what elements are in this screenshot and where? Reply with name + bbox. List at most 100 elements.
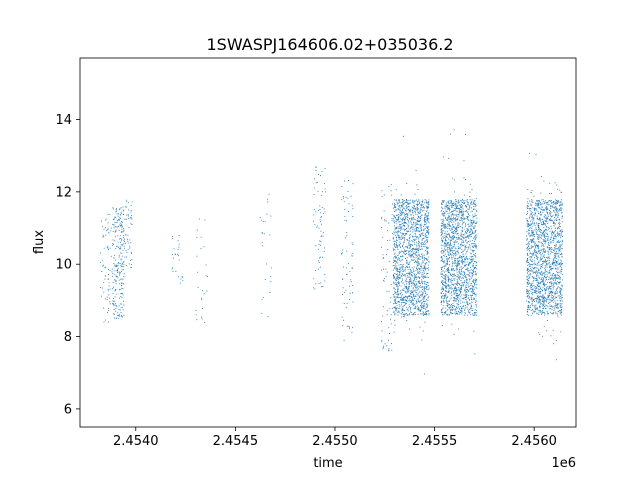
data-point bbox=[559, 289, 561, 291]
data-point bbox=[447, 269, 449, 271]
data-point bbox=[416, 236, 418, 238]
data-point bbox=[417, 276, 419, 278]
data-point bbox=[559, 248, 561, 250]
data-point bbox=[426, 216, 427, 218]
data-point bbox=[399, 251, 401, 253]
data-point bbox=[403, 203, 405, 205]
data-point bbox=[120, 307, 122, 309]
data-point bbox=[172, 236, 173, 238]
data-point bbox=[538, 276, 540, 278]
data-point bbox=[559, 223, 561, 225]
data-point bbox=[457, 237, 459, 239]
data-point bbox=[443, 224, 445, 226]
data-point bbox=[471, 188, 473, 190]
data-point bbox=[553, 225, 555, 227]
data-point bbox=[425, 219, 427, 221]
data-point bbox=[455, 298, 457, 299]
data-point bbox=[393, 250, 395, 251]
data-point bbox=[419, 225, 421, 227]
data-point bbox=[458, 224, 460, 226]
data-point bbox=[415, 251, 417, 253]
data-point bbox=[422, 292, 424, 294]
data-point bbox=[426, 259, 428, 261]
data-point bbox=[457, 217, 459, 219]
data-point bbox=[113, 308, 115, 310]
data-point bbox=[108, 249, 109, 250]
data-point bbox=[532, 264, 534, 266]
data-point bbox=[542, 272, 544, 274]
data-point bbox=[107, 214, 109, 215]
data-point bbox=[455, 200, 457, 202]
data-point bbox=[548, 251, 550, 253]
data-point bbox=[399, 277, 401, 279]
data-point bbox=[469, 270, 471, 272]
data-point bbox=[117, 263, 119, 264]
data-point bbox=[442, 295, 444, 297]
data-point bbox=[466, 279, 468, 281]
data-point bbox=[426, 218, 428, 220]
data-point bbox=[321, 171, 323, 172]
data-point bbox=[446, 304, 448, 306]
data-point bbox=[458, 260, 460, 262]
data-point bbox=[117, 247, 119, 248]
data-point bbox=[538, 230, 540, 232]
data-point bbox=[400, 285, 402, 287]
data-point bbox=[127, 238, 128, 240]
data-point bbox=[396, 230, 398, 232]
data-point bbox=[347, 325, 349, 327]
data-point bbox=[267, 315, 269, 317]
data-point bbox=[467, 290, 469, 292]
data-point bbox=[555, 206, 557, 208]
data-point bbox=[539, 250, 541, 252]
data-point bbox=[474, 283, 475, 285]
data-point bbox=[455, 199, 457, 201]
data-point bbox=[561, 289, 563, 291]
data-point bbox=[425, 314, 427, 316]
data-point bbox=[443, 219, 445, 221]
data-point bbox=[447, 275, 449, 277]
data-point bbox=[529, 308, 531, 310]
data-point bbox=[452, 235, 454, 237]
data-point bbox=[473, 220, 475, 222]
data-point bbox=[459, 298, 461, 300]
data-point bbox=[405, 297, 407, 299]
data-point bbox=[442, 232, 443, 234]
data-point bbox=[383, 257, 384, 259]
data-point bbox=[444, 238, 446, 240]
data-point bbox=[533, 278, 535, 280]
data-point bbox=[459, 288, 461, 290]
data-point bbox=[120, 259, 122, 261]
data-point bbox=[462, 282, 464, 284]
data-point bbox=[403, 238, 405, 240]
data-point bbox=[104, 278, 106, 280]
data-point bbox=[319, 212, 321, 214]
data-point bbox=[543, 302, 545, 304]
data-point bbox=[423, 219, 425, 221]
data-point bbox=[104, 267, 106, 269]
data-point bbox=[547, 312, 548, 314]
data-point bbox=[268, 193, 270, 195]
data-point bbox=[457, 276, 459, 278]
data-point bbox=[471, 313, 473, 315]
data-point bbox=[471, 299, 472, 301]
data-point bbox=[395, 234, 396, 236]
data-point bbox=[476, 287, 478, 289]
data-point bbox=[534, 247, 536, 249]
data-point bbox=[264, 221, 266, 223]
data-point bbox=[553, 236, 555, 238]
data-point bbox=[398, 199, 400, 201]
data-point bbox=[406, 232, 407, 234]
data-point bbox=[206, 276, 208, 277]
data-point bbox=[324, 188, 326, 190]
data-point bbox=[464, 202, 466, 204]
data-point bbox=[471, 199, 473, 201]
data-point bbox=[447, 234, 448, 236]
data-point bbox=[351, 253, 353, 255]
data-point bbox=[460, 210, 462, 212]
data-point bbox=[474, 293, 475, 295]
data-point bbox=[462, 205, 464, 207]
data-point bbox=[472, 250, 474, 252]
data-point bbox=[460, 296, 462, 298]
data-point bbox=[418, 248, 420, 250]
data-point bbox=[125, 265, 127, 266]
